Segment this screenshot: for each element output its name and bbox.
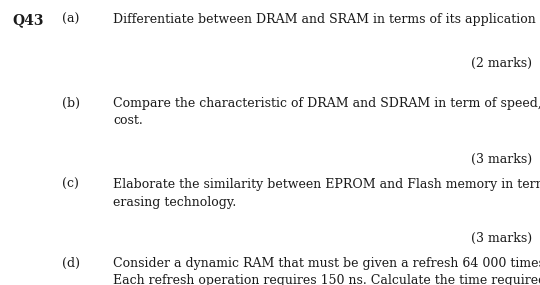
Text: Consider a dynamic RAM that must be given a refresh 64 000 times per second.
Eac: Consider a dynamic RAM that must be give… — [113, 256, 540, 285]
Text: (3 marks): (3 marks) — [471, 152, 532, 166]
Text: Q43: Q43 — [12, 13, 43, 27]
Text: (3 marks): (3 marks) — [471, 232, 532, 245]
Text: (b): (b) — [62, 97, 80, 110]
Text: Differentiate between DRAM and SRAM in terms of its application: Differentiate between DRAM and SRAM in t… — [113, 13, 536, 26]
Text: (2 marks): (2 marks) — [471, 57, 532, 70]
Text: Elaborate the similarity between EPROM and Flash memory in term of its data
eras: Elaborate the similarity between EPROM a… — [113, 178, 540, 209]
Text: (d): (d) — [62, 256, 80, 270]
Text: Compare the characteristic of DRAM and SDRAM in term of speed, size and
cost.: Compare the characteristic of DRAM and S… — [113, 97, 540, 127]
Text: (c): (c) — [62, 178, 79, 191]
Text: (a): (a) — [62, 13, 79, 26]
